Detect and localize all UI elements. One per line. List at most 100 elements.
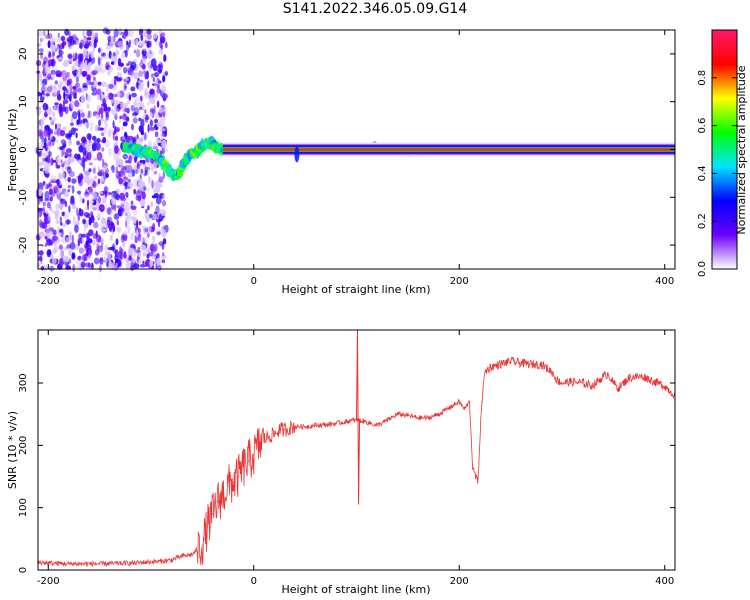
noise-cell bbox=[96, 151, 103, 161]
snr-point bbox=[592, 384, 594, 387]
noise-cell bbox=[85, 232, 89, 241]
noise-cell bbox=[81, 237, 85, 244]
noise-cell bbox=[146, 253, 150, 259]
noise-cell bbox=[152, 213, 158, 220]
noise-cell bbox=[117, 128, 120, 132]
x-tick-label: -200 bbox=[37, 276, 60, 287]
noise-cell bbox=[110, 61, 115, 65]
noise-cell bbox=[62, 171, 65, 180]
noise-cell bbox=[126, 63, 130, 67]
snr-point bbox=[551, 371, 553, 373]
noise-cell bbox=[70, 122, 74, 126]
noise-cell bbox=[108, 147, 112, 157]
snr-point bbox=[206, 525, 209, 528]
noise-cell bbox=[108, 261, 114, 271]
noise-cell bbox=[93, 32, 98, 38]
snr-point bbox=[68, 563, 70, 565]
noise-cell bbox=[158, 172, 161, 178]
noise-cell bbox=[64, 178, 68, 182]
noise-cell bbox=[122, 121, 128, 127]
noise-cell bbox=[165, 41, 168, 49]
noise-cell bbox=[125, 212, 128, 217]
noise-cell bbox=[128, 30, 134, 37]
noise-cell bbox=[142, 252, 147, 257]
noise-cell bbox=[81, 70, 88, 77]
noise-cell bbox=[131, 169, 135, 177]
noise-cell bbox=[74, 82, 80, 89]
noise-cell bbox=[140, 95, 143, 102]
noise-cell bbox=[130, 86, 136, 92]
noise-cell bbox=[123, 181, 129, 187]
noise-cell bbox=[77, 190, 81, 195]
noise-cell bbox=[115, 135, 118, 141]
noise-cell bbox=[74, 153, 78, 159]
noise-cell bbox=[107, 70, 111, 76]
noise-cell bbox=[57, 188, 62, 195]
noise-cell bbox=[153, 72, 160, 78]
snr-point bbox=[304, 426, 306, 428]
noise-cell bbox=[144, 236, 148, 245]
page-title: S141.2022.346.05.09.G14 bbox=[282, 1, 468, 17]
noise-cell bbox=[49, 196, 53, 202]
noise-cell bbox=[108, 66, 114, 73]
noise-cell bbox=[156, 231, 161, 236]
noise-cell bbox=[133, 188, 137, 195]
noise-cell bbox=[79, 39, 85, 47]
noise-cell bbox=[43, 30, 46, 36]
noise-cell bbox=[132, 250, 137, 258]
noise-cell bbox=[46, 145, 51, 153]
noise-cell bbox=[161, 37, 165, 44]
noise-cell bbox=[62, 61, 69, 67]
x-tick-label: 400 bbox=[655, 576, 674, 587]
snr-point bbox=[201, 544, 203, 546]
noise-cell bbox=[77, 87, 82, 93]
noise-cell bbox=[128, 70, 135, 76]
noise-cell bbox=[76, 207, 79, 217]
noise-cell bbox=[47, 249, 52, 256]
noise-cell bbox=[117, 209, 122, 217]
snr-ylabel: SNR (10 * v/v) bbox=[6, 411, 19, 489]
noise-cell bbox=[102, 27, 109, 34]
noise-cell bbox=[113, 28, 119, 38]
noise-cell bbox=[155, 257, 161, 266]
noise-cell bbox=[74, 53, 78, 61]
noise-cell bbox=[103, 53, 109, 60]
noise-cell bbox=[73, 73, 77, 78]
snr-point bbox=[268, 435, 270, 437]
noise-cell bbox=[70, 100, 75, 109]
noise-cell bbox=[150, 96, 156, 105]
noise-cell bbox=[88, 254, 91, 262]
noise-cell bbox=[111, 108, 114, 115]
noise-cell bbox=[97, 126, 102, 132]
noise-cell bbox=[116, 226, 122, 233]
noise-cell bbox=[121, 136, 126, 141]
noise-cell bbox=[151, 180, 154, 189]
noise-cell bbox=[43, 265, 48, 272]
noise-cell bbox=[160, 85, 167, 94]
noise-cell bbox=[138, 259, 142, 264]
noise-cell bbox=[66, 219, 70, 225]
noise-cell bbox=[135, 102, 140, 107]
noise-cell bbox=[155, 39, 160, 47]
noise-cell bbox=[87, 238, 93, 244]
noise-cell bbox=[58, 103, 63, 112]
noise-cell bbox=[75, 132, 78, 139]
noise-cell bbox=[149, 126, 155, 131]
noise-cell bbox=[42, 102, 48, 111]
x-tick-label: 0 bbox=[251, 576, 257, 587]
noise-cell bbox=[50, 210, 56, 214]
noise-cell bbox=[54, 102, 59, 106]
noise-cell bbox=[105, 113, 110, 121]
noise-cell bbox=[161, 131, 167, 138]
noise-cell bbox=[130, 104, 135, 112]
noise-cell bbox=[103, 105, 108, 112]
noise-cell bbox=[115, 50, 119, 57]
noise-cell bbox=[98, 107, 104, 115]
noise-cell bbox=[130, 205, 137, 210]
noise-cell bbox=[112, 120, 115, 129]
noise-cell bbox=[92, 70, 98, 74]
noise-cell bbox=[86, 94, 91, 103]
noise-cell bbox=[49, 83, 53, 90]
noise-cell bbox=[162, 110, 166, 118]
noise-cell bbox=[133, 138, 136, 143]
